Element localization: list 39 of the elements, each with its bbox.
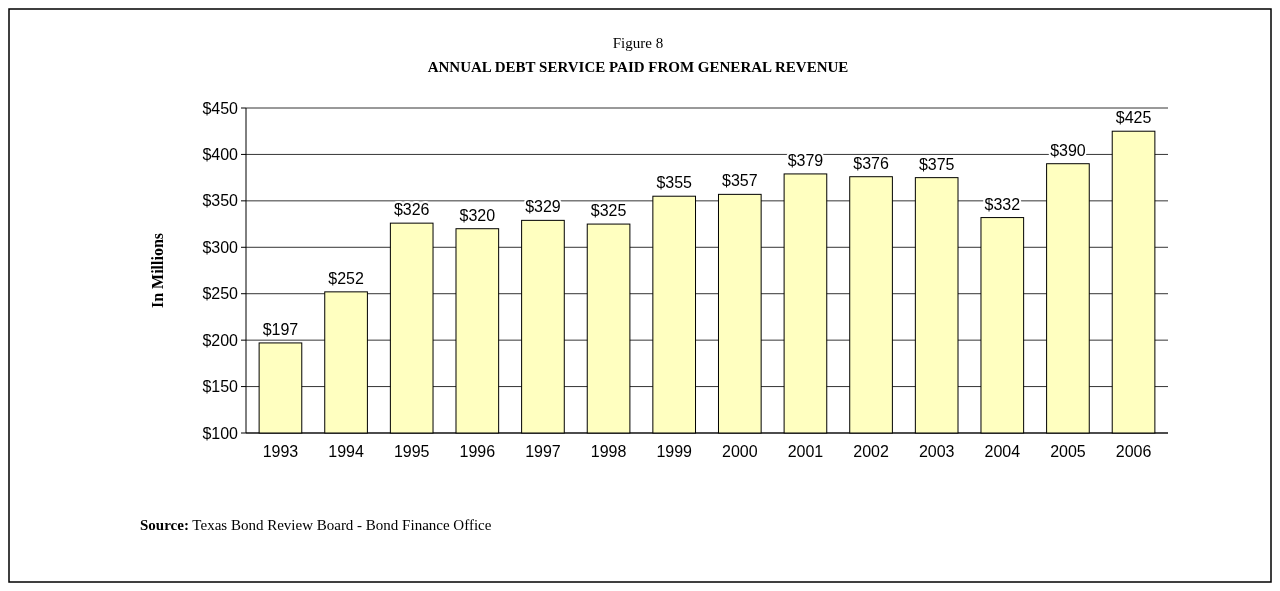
x-tick-label: 2005 bbox=[1050, 443, 1086, 460]
data-label: $357 bbox=[722, 172, 758, 190]
data-label: $332 bbox=[984, 195, 1021, 213]
y-tick-label: $150 bbox=[202, 378, 239, 396]
x-tick-label: 1999 bbox=[656, 443, 693, 460]
y-tick-label: $100 bbox=[202, 424, 239, 442]
data-label: $355 bbox=[656, 174, 693, 192]
x-tick-label: 1996 bbox=[459, 443, 496, 460]
x-tick-label: 1997 bbox=[525, 443, 561, 460]
data-label: $375 bbox=[918, 155, 955, 173]
x-tick-label: 1993 bbox=[262, 443, 299, 460]
data-label: $425 bbox=[1115, 109, 1152, 127]
x-tick-label: 2006 bbox=[1115, 443, 1152, 460]
y-tick-label: $350 bbox=[202, 192, 239, 210]
y-tick-label: $200 bbox=[202, 331, 239, 349]
x-tick-label: 1995 bbox=[393, 443, 430, 460]
source-note: Source: Texas Bond Review Board - Bond Finance Office bbox=[140, 517, 492, 533]
x-tick-label: 2004 bbox=[984, 443, 1021, 460]
x-tick-label: 1994 bbox=[328, 443, 364, 460]
data-label: $376 bbox=[853, 154, 889, 172]
x-tick-label: 2001 bbox=[787, 443, 824, 460]
x-tick-label: 1998 bbox=[590, 443, 627, 460]
chart-subtitle: ANNUAL DEBT SERVICE PAID FROM GENERAL REVENUE bbox=[427, 59, 849, 75]
y-tick-label: $250 bbox=[202, 285, 239, 303]
chart-title: Figure 8 bbox=[612, 35, 664, 51]
data-label: $326 bbox=[393, 201, 430, 219]
x-tick-label: 2003 bbox=[918, 443, 955, 460]
data-label: $197 bbox=[262, 320, 299, 338]
data-label: $325 bbox=[590, 202, 627, 220]
data-label: $320 bbox=[459, 206, 496, 224]
data-label: $379 bbox=[787, 151, 824, 169]
y-axis-title: In Millions bbox=[149, 232, 166, 309]
data-label: $252 bbox=[328, 269, 364, 287]
y-tick-label: $400 bbox=[202, 146, 239, 164]
y-tick-label: $450 bbox=[202, 99, 239, 117]
y-tick-label: $300 bbox=[202, 238, 239, 256]
data-label: $329 bbox=[525, 198, 561, 216]
x-tick-label: 2002 bbox=[853, 443, 889, 460]
x-tick-label: 2000 bbox=[722, 443, 758, 460]
